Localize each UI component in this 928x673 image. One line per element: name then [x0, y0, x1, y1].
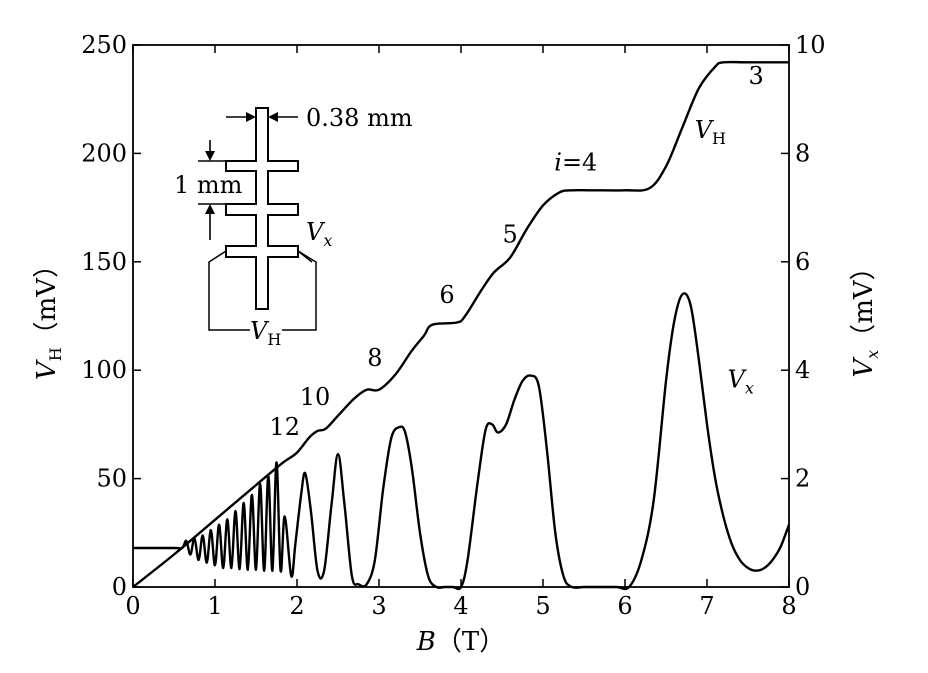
x-tick-label: 6: [617, 592, 632, 620]
filling-factor-label: 6: [439, 281, 454, 309]
series-line-v-h: [132, 60, 789, 588]
arrowhead-icon: [205, 204, 215, 214]
y-right-tick-label: 6: [795, 248, 810, 276]
hall-bar-sketch: [225, 107, 299, 310]
y-right-tick-label: 8: [795, 139, 810, 167]
inset-width-label: 0.38 mm: [306, 104, 413, 132]
filling-factor-label: 3: [749, 62, 764, 90]
inset-vh-label: VH: [250, 317, 281, 349]
y-left-tick-label: 50: [96, 465, 127, 493]
x-tick-label: 3: [371, 592, 386, 620]
x-tick-label: 5: [535, 592, 550, 620]
y-right-axis-title: Vx（mV）: [849, 254, 882, 377]
y-right-tick-label: 10: [795, 31, 826, 59]
x-tick-label: 7: [699, 592, 714, 620]
vh-lead-right: [282, 250, 317, 331]
filling-factor-label: 5: [503, 220, 518, 248]
arrowhead-icon: [205, 151, 215, 161]
x-axis-title: B（T）: [416, 627, 505, 657]
filling-factor-label: 10: [300, 383, 331, 411]
filling-factor-label: 8: [367, 344, 382, 372]
arrowhead-icon: [268, 112, 278, 122]
x-tick-label: 1: [207, 592, 222, 620]
y-left-tick-label: 250: [81, 31, 127, 59]
x-tick-label: 8: [781, 592, 796, 620]
arrowhead-icon: [246, 112, 256, 122]
y-left-tick-label: 0: [112, 573, 127, 601]
inset-vx-label: Vx: [306, 218, 332, 250]
filling-factor-label: 12: [269, 413, 300, 441]
y-right-tick-label: 2: [795, 465, 810, 493]
series-label-v-h: VH: [695, 116, 726, 148]
y-left-tick-label: 200: [81, 139, 127, 167]
y-left-axis-title: VH（mV）: [32, 252, 65, 380]
x-tick-label: 2: [289, 592, 304, 620]
y-left-tick-label: 150: [81, 248, 127, 276]
inset-spacing-label: 1 mm: [174, 171, 243, 199]
series-label-v-x: Vx: [728, 366, 754, 398]
x-tick-label: 4: [453, 592, 468, 620]
y-right-tick-label: 4: [795, 356, 810, 384]
vh-lead-left: [208, 250, 250, 331]
x-tick-label: 0: [125, 592, 140, 620]
y-right-tick-label: 0: [795, 573, 810, 601]
filling-factor-label: i=4: [554, 149, 597, 177]
y-left-tick-label: 100: [81, 356, 127, 384]
series-line-v-x: [132, 292, 791, 591]
